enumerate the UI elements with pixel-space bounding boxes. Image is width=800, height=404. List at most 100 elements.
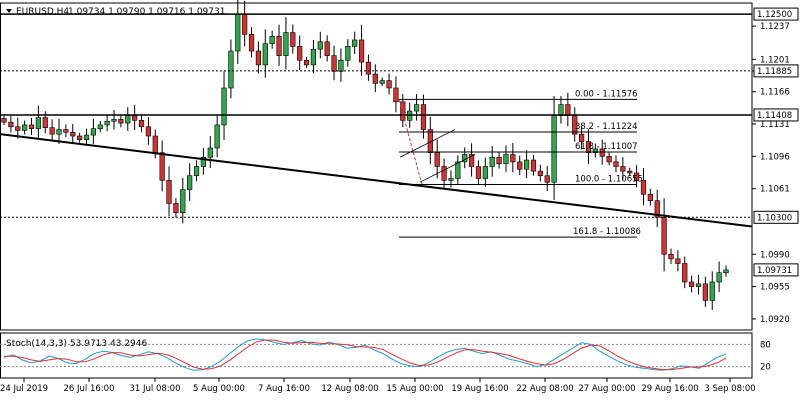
candle-bear — [640, 180, 647, 195]
price-tick-label: 1.0955 — [760, 283, 790, 293]
candle-bear — [441, 166, 447, 181]
candle-bull — [723, 269, 729, 274]
candle-bear — [613, 161, 619, 167]
price-tick-label: 1.1061 — [760, 185, 790, 195]
candle-bull — [187, 175, 193, 190]
candle-bear — [517, 161, 523, 170]
candle-bear — [159, 152, 165, 181]
candle-bear — [63, 129, 69, 133]
candle-bull — [503, 154, 509, 165]
time-tick-label: 31 Jul 08:00 — [130, 384, 181, 394]
candle-bear — [510, 154, 516, 163]
fib-level-label: 61.8 - 1.11007 — [575, 142, 638, 152]
candle-bear — [28, 124, 35, 129]
candle-bear — [42, 117, 48, 129]
level-price-label-box — [753, 64, 799, 78]
candle-bear — [145, 126, 152, 137]
candle-bull — [35, 117, 41, 129]
candle-bear — [290, 32, 296, 47]
time-tick-label: 12 Aug 08:00 — [321, 384, 378, 394]
candle-bear — [434, 152, 440, 167]
fibonacci-retracement: 0.00 - 1.11576 38.2 - 1.11224 61.8 - 1.110… — [398, 89, 643, 238]
candle-bear — [358, 39, 365, 63]
candle-bull — [193, 166, 200, 177]
candle-bear — [420, 104, 427, 130]
candle-bear — [647, 193, 653, 201]
candle-bear — [585, 141, 592, 153]
symbol-label: EURUSD,H4 — [16, 7, 69, 17]
candle-bull — [455, 161, 461, 179]
candle-bull — [22, 124, 28, 131]
candle-bull — [558, 104, 564, 116]
candle-bull — [317, 41, 323, 50]
candle-bear — [324, 41, 330, 56]
level-price-label-box — [753, 108, 799, 122]
candle-bear — [242, 13, 248, 35]
candle-bear — [475, 166, 482, 179]
candle-bear — [303, 59, 310, 66]
candle-bear — [689, 281, 695, 287]
candle-bear — [276, 35, 282, 56]
candle-bull — [104, 120, 110, 126]
symbol-dropdown-icon[interactable] — [6, 9, 12, 13]
candle-bull — [448, 178, 454, 181]
candle-bull — [695, 283, 702, 287]
current-price-box — [753, 263, 799, 277]
candle-bear — [70, 132, 76, 137]
candle-bull — [352, 39, 358, 47]
candle-bull — [551, 115, 557, 183]
candle-bull — [413, 104, 420, 112]
candles — [1, 0, 729, 311]
time-tick-label: 3 Sep 08:00 — [704, 384, 755, 394]
candle-bull — [228, 50, 234, 89]
candle-bear — [77, 135, 83, 141]
candle-bull — [592, 148, 598, 153]
candle-bull — [283, 32, 289, 56]
price-tick-label: 1.1166 — [760, 88, 790, 98]
candle-bear — [1, 118, 7, 123]
candle-bear — [297, 46, 303, 61]
fib-level-label: 0.00 - 1.11576 — [575, 89, 638, 99]
candle-bear — [255, 50, 262, 66]
price-tick-label: 1.1201 — [760, 55, 790, 65]
level-price-label-box — [753, 7, 799, 21]
candle-bull — [345, 46, 351, 61]
candle-bear — [248, 34, 255, 52]
candle-bear — [668, 253, 674, 260]
candle-bear — [15, 126, 21, 131]
time-tick-label: 22 Aug 08:00 — [516, 384, 573, 394]
candle-bear — [132, 115, 138, 121]
time-tick-label: 5 Aug 00:00 — [193, 384, 245, 394]
candle-bear — [8, 121, 14, 128]
candle-bull — [235, 13, 241, 52]
candle-bear — [530, 159, 537, 172]
fib-level-label: 161.8 - 1.10086 — [573, 227, 641, 237]
time-tick-label: 15 Aug 00:00 — [386, 384, 443, 394]
candle-bear — [372, 73, 378, 84]
stoch-series-main — [3, 338, 727, 371]
time-tick-label: 24 Jul 2019 — [0, 384, 48, 394]
stoch-level-label: 20 — [760, 363, 771, 373]
candle-bull — [489, 156, 495, 167]
candle-bull — [97, 124, 103, 129]
candle-bull — [482, 166, 488, 179]
candle-bear — [634, 172, 640, 181]
price-tick-label: 1.0920 — [760, 315, 790, 325]
candle-bear — [393, 87, 399, 103]
candle-bear — [365, 61, 372, 75]
candle-bear — [468, 154, 475, 167]
candle-bull — [379, 80, 385, 84]
candle-bear — [173, 203, 179, 213]
candle-bear — [675, 258, 681, 264]
candle-bull — [111, 119, 117, 122]
candle-bear — [400, 101, 406, 121]
channel-line — [399, 129, 456, 158]
current-price-label: 1.09731 — [757, 266, 792, 276]
candle-bear — [682, 263, 688, 283]
candle-bear — [599, 148, 605, 157]
candle-bear — [49, 127, 55, 135]
candle-bull — [125, 115, 131, 124]
channel-line — [419, 154, 476, 183]
